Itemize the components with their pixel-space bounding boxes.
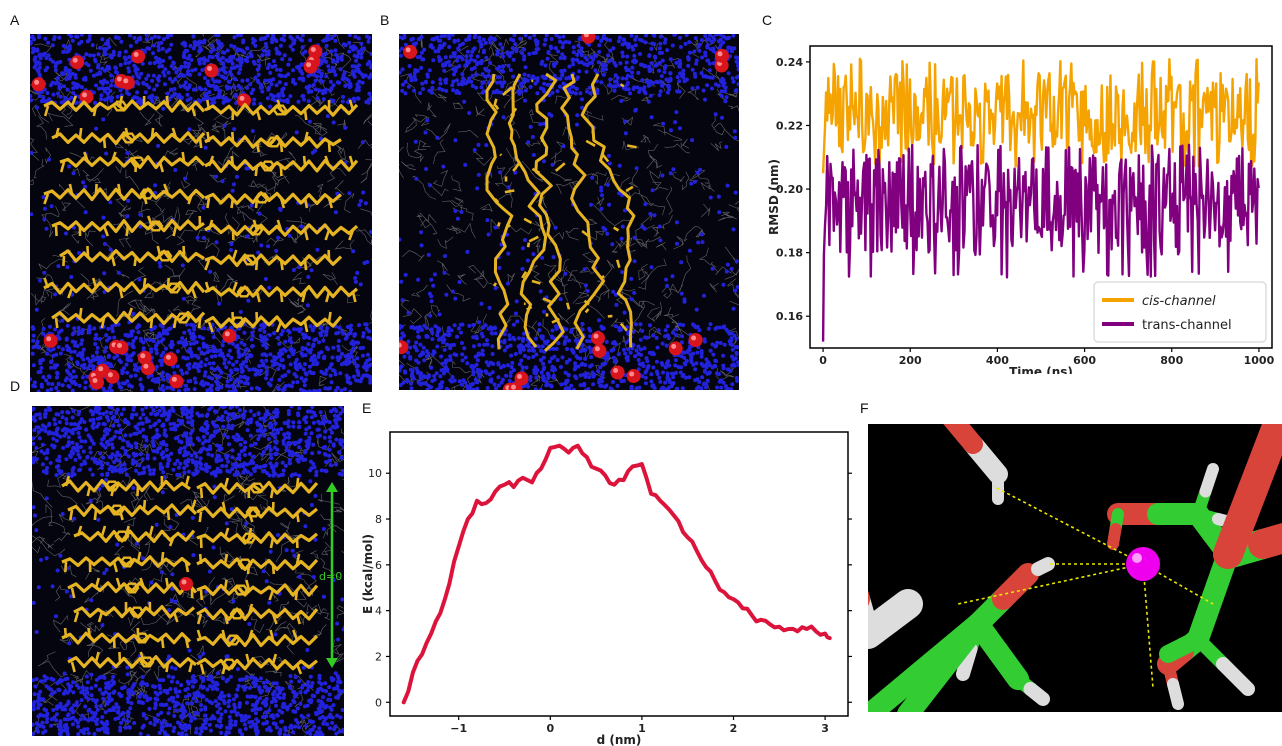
y-tick-label: 0.22 bbox=[776, 119, 803, 132]
panel-label-b: B bbox=[380, 12, 390, 28]
water-layer bbox=[30, 322, 372, 392]
ions-bottom bbox=[399, 331, 703, 390]
y-tick-label: 0.16 bbox=[776, 310, 803, 323]
x-tick-label: 0 bbox=[819, 354, 827, 367]
legend-entry: cis-channel bbox=[1142, 294, 1216, 309]
y-tick-label: 0.20 bbox=[776, 183, 803, 196]
x-axis-label: d (nm) bbox=[597, 733, 642, 746]
x-tick-label: 400 bbox=[986, 354, 1009, 367]
plot-frame bbox=[389, 431, 849, 717]
panel-label-e: E bbox=[362, 400, 372, 416]
y-tick-label: 8 bbox=[375, 513, 382, 526]
channel-molecule bbox=[43, 95, 359, 333]
y-tick-label: 0.18 bbox=[776, 247, 803, 260]
y-tick-label: 0 bbox=[375, 696, 382, 709]
d-zero-annotation: d=0 bbox=[319, 570, 342, 583]
ions-bottom bbox=[43, 328, 237, 390]
x-tick-label: 600 bbox=[1073, 354, 1096, 367]
arrow-head-down-icon bbox=[326, 658, 338, 668]
y-axis-label: E (kcal/mol) bbox=[362, 534, 375, 614]
md-snapshot-a-canvas bbox=[30, 34, 372, 392]
y-tick-label: 10 bbox=[368, 467, 382, 480]
series-line-cis bbox=[821, 57, 1260, 174]
x-tick-label: 2 bbox=[730, 722, 738, 735]
x-tick-label: −1 bbox=[450, 722, 467, 735]
energy-profile-canvas: 0 2 4 6 8 10 −1 0 1 2 3 d (nm) E (kcal/mol) bbox=[362, 431, 852, 746]
y-tick-label: 2 bbox=[375, 650, 382, 663]
plot-frame bbox=[809, 45, 1273, 349]
md-snapshot-b-canvas bbox=[399, 34, 739, 390]
y-tick-label: 6 bbox=[375, 559, 382, 572]
md-snapshot-vertical-channel bbox=[399, 34, 739, 390]
permeating-ion bbox=[179, 577, 193, 591]
channel-molecule bbox=[61, 475, 319, 675]
md-snapshot-d-canvas: d=0 bbox=[32, 406, 344, 736]
ions-top bbox=[31, 44, 323, 108]
panel-label-f: F bbox=[860, 400, 869, 416]
x-axis-label: Time (ns) bbox=[1009, 365, 1073, 374]
water-layer bbox=[32, 674, 344, 736]
channel-molecule bbox=[485, 72, 637, 352]
x-tick-label: 800 bbox=[1160, 354, 1183, 367]
md-snapshot-horizontal-channel bbox=[30, 34, 372, 392]
panel-label-d: D bbox=[10, 378, 21, 394]
rmsd-chart: 0.16 0.18 0.20 0.22 0.24 0 200 400 600 800 1000 Tim… bbox=[764, 34, 1282, 374]
legend: cis-channel trans-channel bbox=[1093, 281, 1267, 343]
x-tick-label: 1000 bbox=[1244, 354, 1275, 367]
y-tick-label: 0.24 bbox=[776, 56, 803, 69]
arrow-head-up-icon bbox=[326, 482, 338, 492]
coordination-canvas bbox=[868, 424, 1282, 712]
ion-coordination-closeup bbox=[868, 424, 1282, 712]
y-tick-label: 4 bbox=[375, 605, 382, 618]
md-snapshot-ion-permeation: d=0 bbox=[32, 406, 344, 736]
x-tick-label: 200 bbox=[899, 354, 922, 367]
distance-arrow bbox=[326, 482, 338, 668]
energy-profile-chart: 0 2 4 6 8 10 −1 0 1 2 3 d (nm) E (kcal/mol) bbox=[362, 418, 862, 746]
water-layer bbox=[32, 406, 344, 478]
ions-top bbox=[403, 34, 729, 73]
water-layer bbox=[399, 34, 739, 96]
y-axis-label: RMSD (nm) bbox=[767, 159, 781, 235]
panel-label-c: C bbox=[762, 12, 773, 28]
sodium-ion bbox=[1126, 547, 1160, 581]
x-tick-label: 1 bbox=[638, 722, 646, 735]
rmsd-chart-canvas: 0.16 0.18 0.20 0.22 0.24 0 200 400 600 800 1000 Tim… bbox=[767, 45, 1275, 374]
water-layer bbox=[399, 322, 739, 390]
panel-label-a: A bbox=[10, 12, 20, 28]
energy-curve bbox=[401, 443, 832, 705]
x-tick-label: 3 bbox=[821, 722, 829, 735]
legend-entry: trans-channel bbox=[1142, 318, 1232, 333]
x-tick-label: 0 bbox=[546, 722, 554, 735]
series-line-trans bbox=[821, 143, 1260, 342]
